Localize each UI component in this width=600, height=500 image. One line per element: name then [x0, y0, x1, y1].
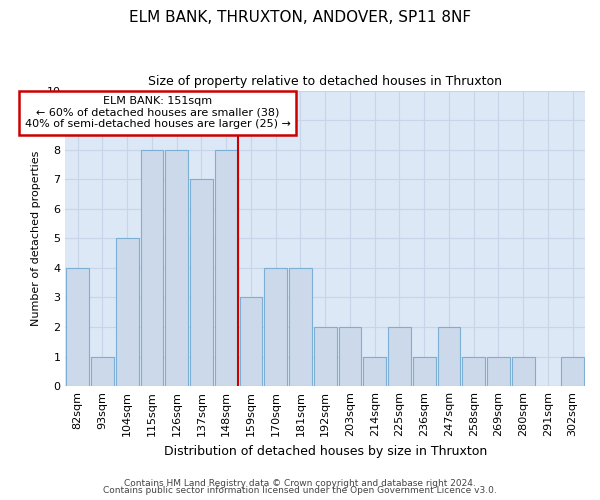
Text: ELM BANK: 151sqm
← 60% of detached houses are smaller (38)
40% of semi-detached : ELM BANK: 151sqm ← 60% of detached house… — [25, 96, 290, 130]
Bar — [215, 150, 238, 386]
Bar — [264, 268, 287, 386]
Text: Contains public sector information licensed under the Open Government Licence v3: Contains public sector information licen… — [103, 486, 497, 495]
Bar — [116, 238, 139, 386]
Bar — [462, 356, 485, 386]
Bar — [487, 356, 510, 386]
Bar — [388, 327, 411, 386]
Bar — [91, 356, 114, 386]
Bar — [289, 268, 312, 386]
Bar — [413, 356, 436, 386]
Bar — [190, 179, 213, 386]
Bar — [437, 327, 460, 386]
Bar — [314, 327, 337, 386]
Text: ELM BANK, THRUXTON, ANDOVER, SP11 8NF: ELM BANK, THRUXTON, ANDOVER, SP11 8NF — [129, 10, 471, 25]
Y-axis label: Number of detached properties: Number of detached properties — [31, 150, 41, 326]
Bar — [140, 150, 163, 386]
Bar — [239, 298, 262, 386]
X-axis label: Distribution of detached houses by size in Thruxton: Distribution of detached houses by size … — [164, 444, 487, 458]
Title: Size of property relative to detached houses in Thruxton: Size of property relative to detached ho… — [148, 75, 502, 88]
Bar — [67, 268, 89, 386]
Text: Contains HM Land Registry data © Crown copyright and database right 2024.: Contains HM Land Registry data © Crown c… — [124, 478, 476, 488]
Bar — [363, 356, 386, 386]
Bar — [512, 356, 535, 386]
Bar — [166, 150, 188, 386]
Bar — [338, 327, 361, 386]
Bar — [561, 356, 584, 386]
